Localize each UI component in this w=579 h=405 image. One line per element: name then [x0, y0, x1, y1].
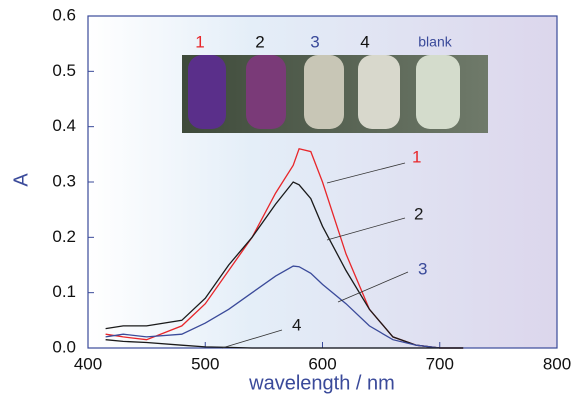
photo [182, 55, 488, 133]
x-tick-label: 700 [426, 354, 454, 373]
photo-label: 2 [255, 32, 264, 51]
x-tick-label: 400 [74, 354, 102, 373]
y-tick-label: 0.2 [52, 227, 76, 246]
series-line [105, 181, 464, 349]
series-label: 2 [414, 204, 423, 223]
leader-line [337, 271, 409, 303]
photo-label: 4 [360, 32, 369, 51]
series-line [105, 339, 464, 349]
y-tick-label: 0.0 [52, 337, 76, 356]
photo-label: 3 [310, 32, 319, 51]
leader-line [326, 162, 406, 184]
y-tick-label: 0.1 [52, 282, 76, 301]
leader-line [326, 217, 406, 241]
series-label: 3 [418, 259, 427, 278]
series-label: 4 [292, 315, 301, 334]
x-tick-label: 600 [308, 354, 336, 373]
series-label: 1 [412, 147, 421, 166]
leader-line [221, 329, 283, 349]
y-tick-label: 0.6 [52, 5, 76, 24]
y-tick-label: 0.5 [52, 61, 76, 80]
x-tick-label: 500 [191, 354, 219, 373]
x-axis-label: wavelength / nm [248, 372, 395, 394]
photo-label: 1 [195, 32, 204, 51]
y-tick-label: 0.3 [52, 171, 76, 190]
photo-label: blank [418, 34, 452, 50]
y-tick-label: 0.4 [52, 116, 76, 135]
x-tick-label: 800 [543, 354, 571, 373]
series-line [105, 265, 464, 349]
y-axis-label: A [10, 173, 32, 187]
